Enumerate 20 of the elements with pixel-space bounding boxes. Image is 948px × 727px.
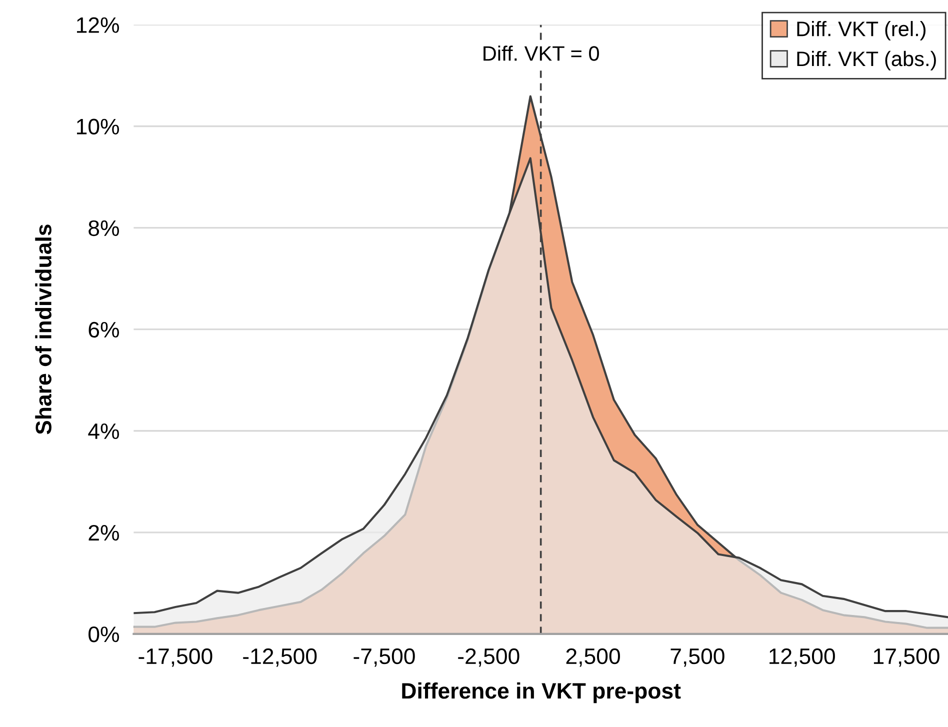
y-tick-label: 6% bbox=[88, 322, 119, 338]
y-tick-label: 8% bbox=[88, 220, 119, 236]
x-tick-label: -17,500 bbox=[138, 648, 212, 667]
legend-label: Diff. VKT (abs.) bbox=[797, 50, 936, 70]
y-tick-label: 4% bbox=[88, 424, 119, 440]
x-tick-label: 7,500 bbox=[670, 648, 724, 667]
y-tick-label: 2% bbox=[88, 524, 119, 541]
legend-label: Diff. VKT (rel.) bbox=[797, 20, 926, 40]
x-axis-title: Difference in VKT pre-post bbox=[402, 682, 681, 704]
x-tick-label: -2,500 bbox=[458, 648, 520, 667]
x-tick-label: -7,500 bbox=[354, 648, 415, 667]
x-tick-label: 2,500 bbox=[566, 648, 620, 667]
y-tick-label: 12% bbox=[77, 17, 119, 33]
x-tick-label: 17,500 bbox=[874, 648, 940, 667]
x-tick-label: 12,500 bbox=[770, 648, 835, 667]
ref-line-label: Diff. VKT = 0 bbox=[484, 46, 599, 61]
y-tick-label: 0% bbox=[88, 626, 119, 642]
y-tick-label: 10% bbox=[77, 118, 119, 135]
y-axis-title: Share of individuals bbox=[35, 224, 52, 434]
x-tick-label: -12,500 bbox=[243, 648, 317, 667]
